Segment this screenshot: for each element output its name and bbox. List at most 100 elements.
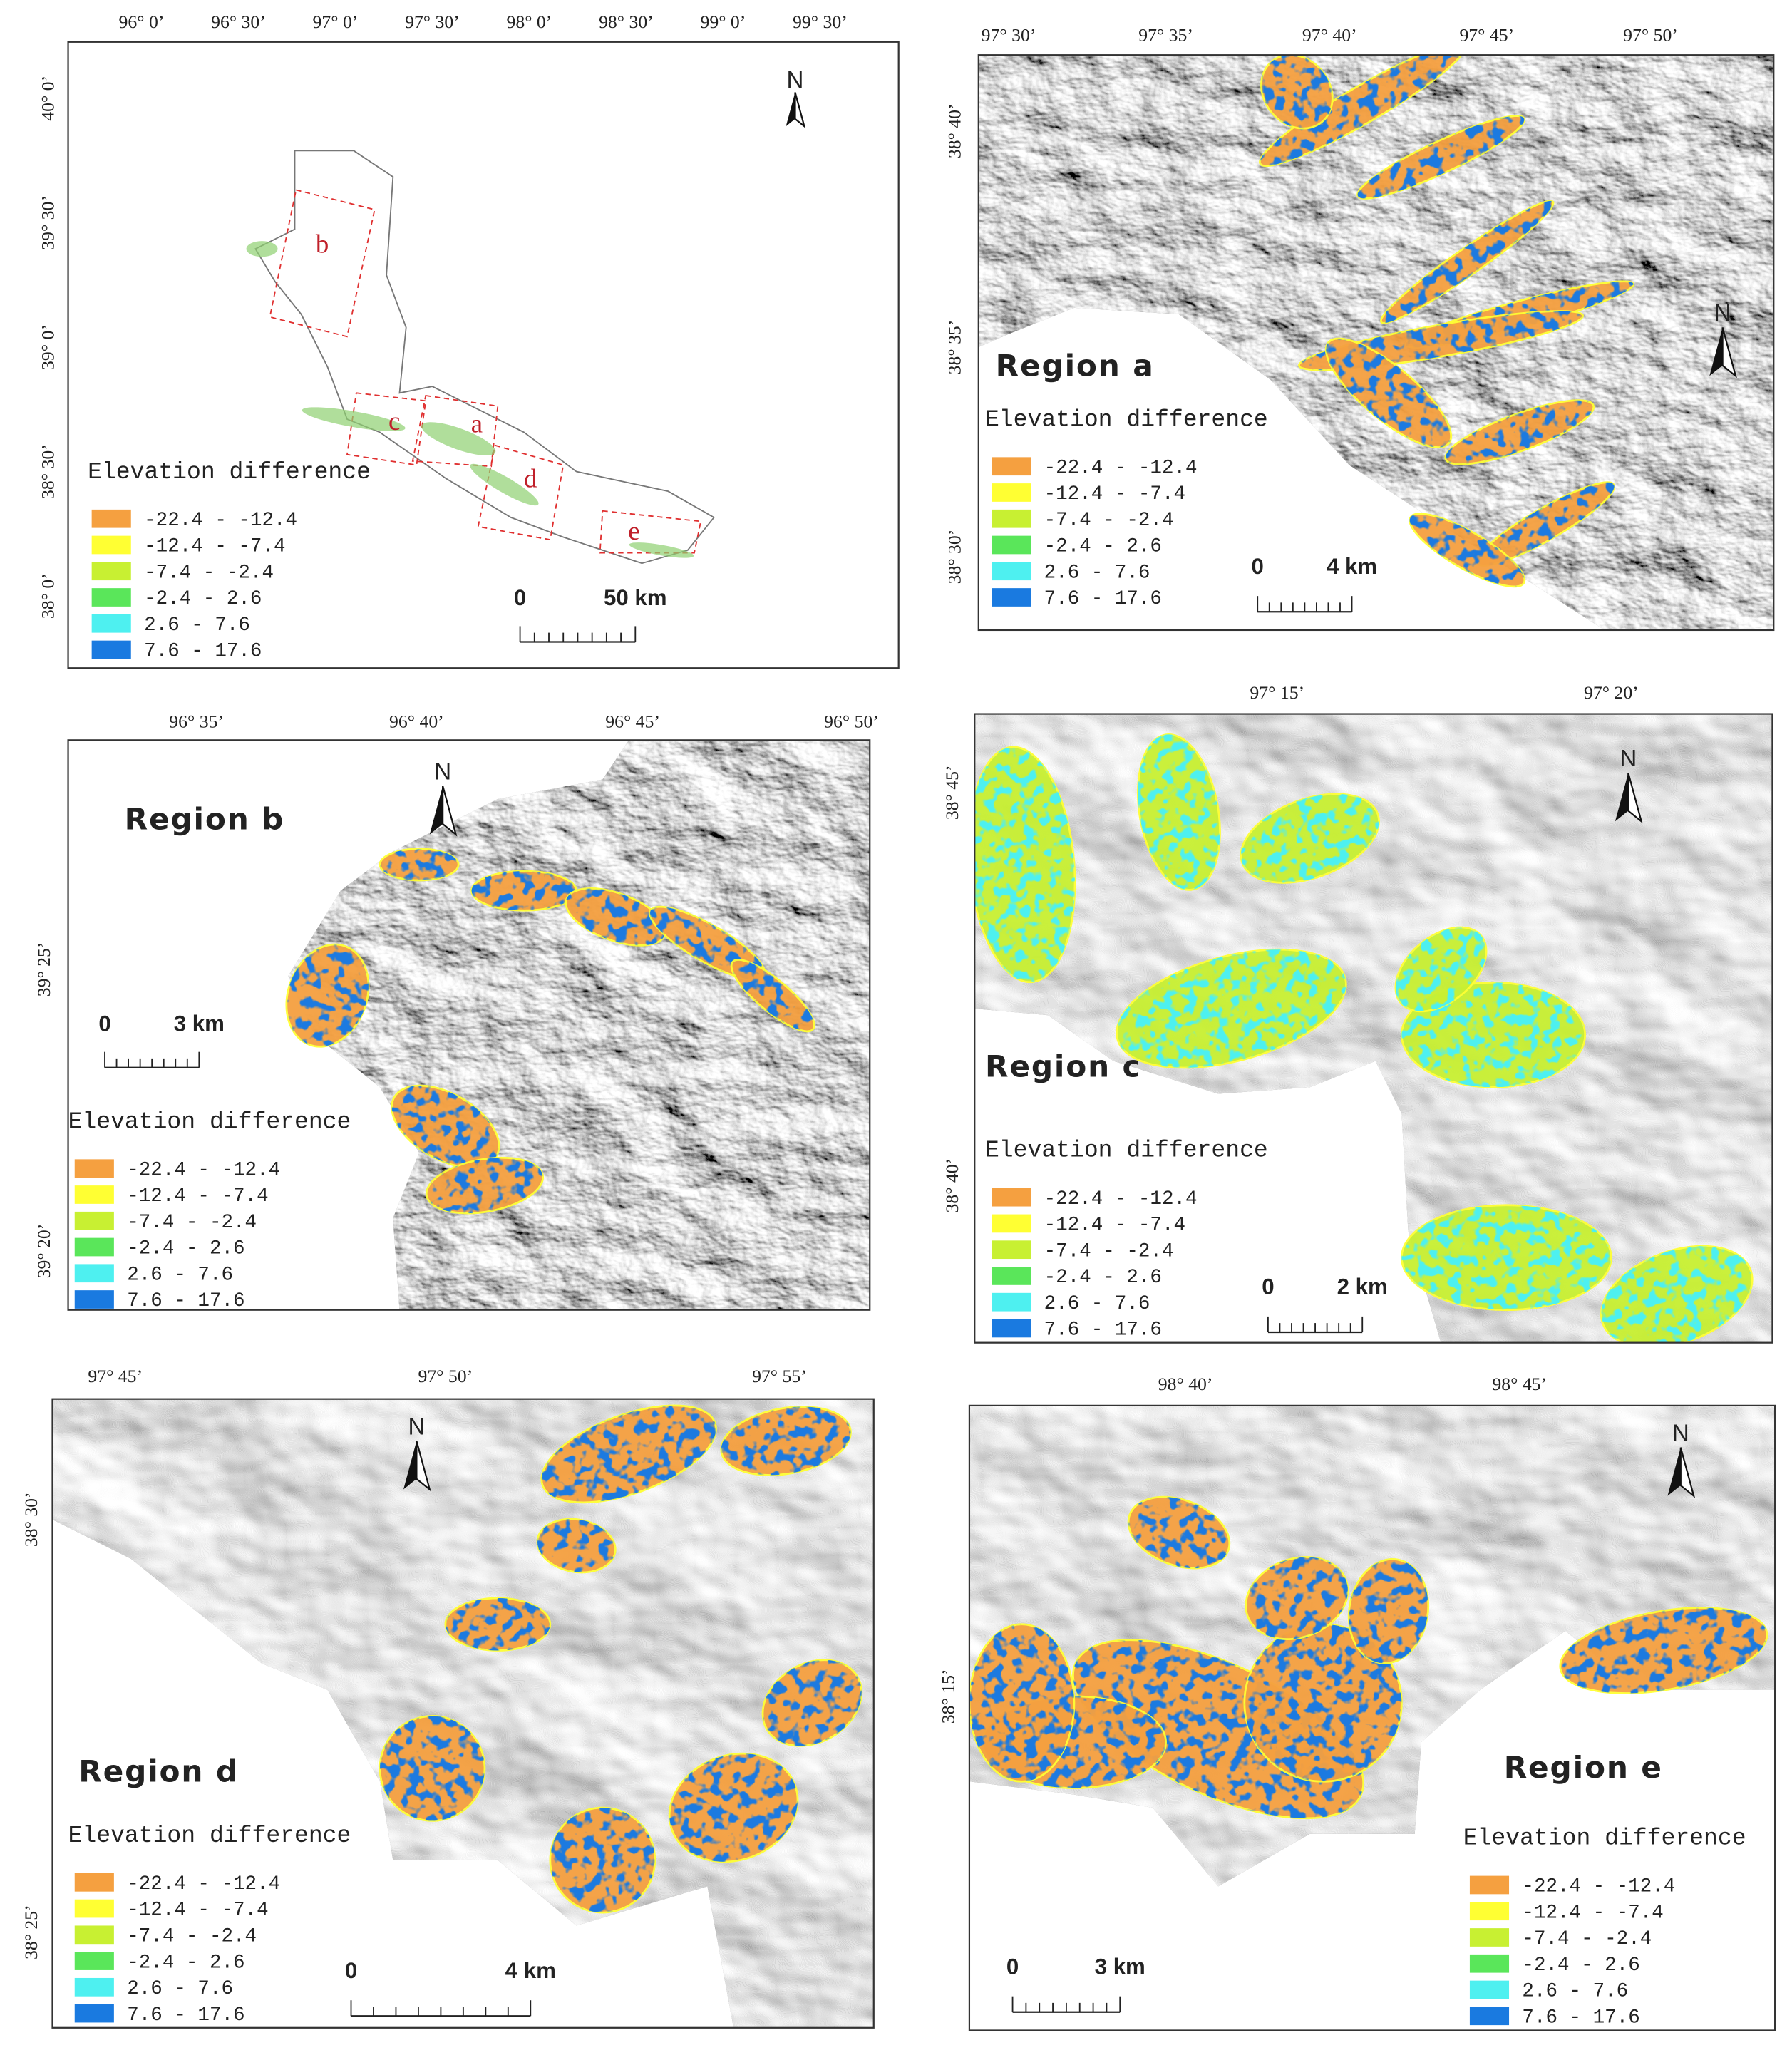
latitude-label: 38° 30’ — [944, 530, 964, 584]
legend-swatch — [74, 1290, 114, 1309]
region-title: Region b — [125, 801, 285, 836]
glacier-change-speckle — [1138, 734, 1220, 890]
glacier-patch — [470, 463, 539, 506]
glacier-change-speckle — [565, 888, 666, 946]
glacier-change-speckle — [550, 1808, 655, 1913]
scale-end: 2 km — [1337, 1274, 1388, 1299]
longitude-label: 97° 55’ — [752, 1366, 807, 1386]
panel-border — [67, 739, 871, 1311]
legend-swatch — [74, 1211, 114, 1230]
panel-border — [968, 1404, 1776, 2031]
scale-end: 50 km — [604, 585, 667, 610]
legend-label: -12.4 - -7.4 — [1522, 1902, 1663, 1924]
scale-start: 0 — [1252, 554, 1264, 579]
legend-title: Elevation difference — [985, 1137, 1268, 1164]
glacier-change-speckle — [445, 1598, 550, 1651]
glacier-patch — [302, 407, 406, 431]
latitude-label: 38° 25’ — [21, 1905, 41, 1959]
legend-label: 2.6 - 7.6 — [1044, 1293, 1150, 1315]
latitude-label: 39° 0’ — [38, 324, 58, 370]
glacier-change-speckle — [731, 959, 815, 1031]
legend-label: -7.4 - -2.4 — [144, 562, 274, 584]
glacier-change-speckle — [1401, 1205, 1612, 1310]
legend-swatch — [91, 614, 131, 633]
glacier-change-speckle — [669, 1753, 798, 1862]
legend-title: Elevation difference — [68, 1822, 351, 1849]
glacier-change-speckle — [1326, 339, 1451, 448]
legend-label: -2.4 - 2.6 — [127, 1238, 244, 1260]
glacier-change-speckle — [1261, 55, 1333, 129]
legend-label: -2.4 - 2.6 — [1522, 1955, 1639, 1977]
longitude-label: 97° 50’ — [1623, 24, 1678, 45]
glacier-change-speckle — [1240, 793, 1379, 883]
latitude-label: 38° 40’ — [944, 103, 964, 158]
latitude-label: 39° 30’ — [38, 195, 58, 250]
north-label: N — [408, 1413, 425, 1440]
north-arrow — [1627, 772, 1643, 824]
panel-border — [67, 41, 900, 669]
north-arrow — [794, 92, 806, 129]
legend-swatch — [1469, 1902, 1510, 1921]
legend-swatch — [74, 1264, 114, 1283]
legend-swatch — [992, 483, 1031, 502]
latitude-label: 38° 0’ — [38, 573, 58, 619]
north-arrow — [429, 786, 443, 835]
glacier-patch — [629, 542, 694, 558]
glacier-change-speckle — [763, 1659, 862, 1746]
panel-border — [974, 713, 1773, 1344]
map-content — [978, 55, 1774, 630]
glacier-patch — [421, 422, 496, 456]
north-label: N — [1714, 300, 1731, 326]
longitude-label: 98° 40’ — [1158, 1374, 1213, 1394]
glacier-change-speckle — [1245, 1557, 1348, 1639]
legend-label: -22.4 - -12.4 — [127, 1159, 280, 1181]
longitude-label: 97° 20’ — [1584, 682, 1639, 703]
legend-swatch — [74, 1899, 114, 1918]
region-label: c — [388, 406, 400, 436]
longitude-label: 96° 30’ — [211, 11, 266, 32]
longitude-label: 96° 50’ — [824, 711, 879, 731]
legend-swatch — [74, 1977, 114, 1997]
north-arrow — [1721, 327, 1737, 378]
longitude-label: 98° 0’ — [507, 11, 552, 32]
map-content — [974, 714, 1773, 1343]
latitude-label: 38° 40’ — [942, 1158, 962, 1213]
north-arrow — [1679, 1447, 1696, 1498]
latitude-label: 38° 15’ — [937, 1669, 958, 1724]
map-panel: 97° 15’ 97° 20’ 38° 45’ 38° 40’ Region c Elev… — [942, 682, 1773, 1344]
longitude-label: 97° 45’ — [1459, 24, 1514, 45]
north-label: N — [434, 758, 451, 785]
legend-swatch — [992, 588, 1031, 607]
region-title: Region e — [1504, 1750, 1663, 1785]
latitude-label: 39° 20’ — [34, 1224, 54, 1279]
panel-border — [977, 54, 1775, 632]
legend-label: -22.4 - -12.4 — [1044, 1188, 1198, 1210]
legend-label: -7.4 - -2.4 — [127, 1926, 257, 1948]
scale-end: 4 km — [505, 1958, 556, 1983]
scale-start: 0 — [345, 1958, 357, 1983]
legend-label: -12.4 - -7.4 — [127, 1900, 268, 1922]
latitude-label: 40° 0’ — [38, 76, 58, 121]
latitude-label: 38° 35’ — [944, 320, 964, 375]
longitude-label: 98° 30’ — [599, 11, 654, 32]
legend-swatch — [992, 457, 1031, 476]
latitude-label: 38° 45’ — [942, 765, 962, 820]
glacier-change-speckle — [1560, 1607, 1768, 1694]
north-arrow — [416, 1441, 431, 1492]
legend-swatch — [992, 1319, 1031, 1338]
glacier-change-speckle — [426, 1158, 543, 1214]
legend-swatch — [74, 1159, 114, 1178]
legend-label: -2.4 - 2.6 — [127, 1952, 244, 1974]
glacier-patch — [246, 241, 278, 257]
region-box — [269, 189, 376, 338]
glacier-change-speckle — [391, 1086, 500, 1168]
legend-label: 7.6 - 17.6 — [127, 1290, 244, 1312]
legend-swatch — [74, 1185, 114, 1204]
longitude-label: 97° 45’ — [88, 1366, 143, 1386]
latitude-label: 38° 30’ — [21, 1492, 41, 1547]
legend-title: Elevation difference — [1463, 1825, 1746, 1852]
legend-label: 7.6 - 17.6 — [144, 641, 262, 663]
scale-end: 4 km — [1327, 554, 1377, 579]
legend-swatch — [91, 562, 131, 581]
